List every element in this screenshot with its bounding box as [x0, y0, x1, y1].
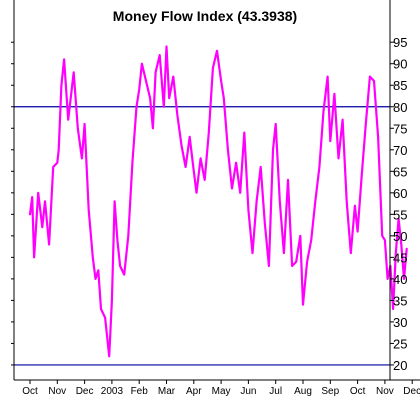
x-tick-label: Jul: [269, 386, 282, 397]
y-tick-label: 25: [393, 336, 407, 351]
x-tick-label: Nov: [376, 386, 394, 397]
x-tick-label: Dec: [403, 386, 420, 397]
x-tick-label: Mar: [158, 386, 176, 397]
x-tick-label: 2003: [101, 386, 124, 397]
y-tick-label: 95: [393, 35, 407, 50]
plot-area: [14, 45, 408, 366]
chart-title: Money Flow Index (43.3938): [113, 8, 297, 24]
y-tick-label: 60: [393, 186, 407, 201]
axes: 20 25 30 35 40 45 50 55 60 65 70 75 80 85 90 95 Oct Nov De…: [11, 0, 420, 397]
y-tick-label: 80: [393, 100, 407, 115]
x-tick-label: Oct: [350, 386, 366, 397]
x-tick-label: Feb: [131, 386, 149, 397]
x-tick-label: Jun: [240, 386, 256, 397]
y-tick-label: 75: [393, 121, 407, 136]
y-tick-label: 40: [393, 272, 407, 287]
x-tick-label: May: [212, 386, 231, 397]
y-tick-label: 45: [393, 250, 407, 265]
y-tick-label: 85: [393, 78, 407, 93]
y-tick-label: 70: [393, 143, 407, 158]
x-tick-label: Apr: [186, 386, 202, 397]
y-tick-label: 30: [393, 315, 407, 330]
y-tick-label: 55: [393, 207, 407, 222]
y-tick-label: 90: [393, 57, 407, 72]
y-tick-label: 50: [393, 229, 407, 244]
x-tick-label: Dec: [76, 386, 94, 397]
x-tick-label: Nov: [48, 386, 66, 397]
x-tick-label: Sep: [321, 386, 339, 397]
y-tick-label: 65: [393, 164, 407, 179]
series-line-0: [28, 45, 408, 358]
x-tick-label: Oct: [22, 386, 38, 397]
x-tick-label: Aug: [294, 386, 312, 397]
y-tick-label: 35: [393, 293, 407, 308]
y-tick-label: 20: [393, 358, 407, 373]
